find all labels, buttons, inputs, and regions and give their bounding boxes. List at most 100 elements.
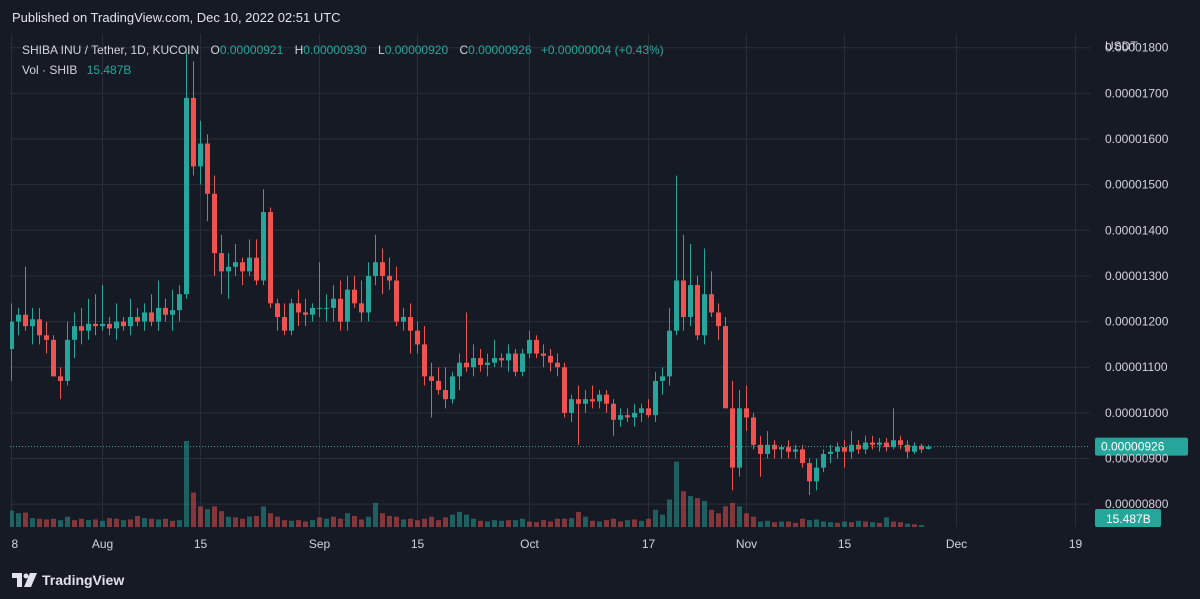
volume-bar bbox=[849, 522, 854, 527]
volume-bar bbox=[408, 518, 413, 527]
tradingview-logo[interactable]: TradingView bbox=[12, 572, 124, 588]
volume-bar bbox=[632, 519, 637, 527]
volume-bar bbox=[156, 519, 161, 527]
volume-bar bbox=[149, 518, 154, 527]
volume-bar bbox=[317, 517, 322, 527]
volume-bar bbox=[527, 521, 532, 527]
volume-bar bbox=[205, 509, 210, 527]
volume-bar bbox=[548, 521, 553, 527]
symbol-label[interactable]: SHIBA INU / Tether, 1D, KUCOIN bbox=[22, 43, 200, 57]
volume-bar bbox=[51, 518, 56, 527]
volume-bar bbox=[856, 520, 861, 527]
candle-body bbox=[310, 307, 315, 315]
volume-bar bbox=[219, 511, 224, 527]
candle-body bbox=[926, 446, 931, 449]
volume-bar bbox=[758, 521, 763, 527]
y-tick-label: 0.00001100 bbox=[1105, 360, 1168, 374]
x-tick-label: Sep bbox=[309, 537, 331, 551]
volume-bar bbox=[891, 521, 896, 527]
candle-body bbox=[296, 303, 301, 313]
chart-area[interactable]: 0.00000926 15.487B 0.00000800 0.00000900 0.… bbox=[10, 34, 1200, 559]
volume-bar bbox=[289, 520, 294, 527]
candle-body bbox=[898, 440, 903, 445]
open-label: O bbox=[210, 43, 220, 57]
last-price-label: 0.00000926 bbox=[1101, 440, 1165, 454]
volume-bar bbox=[534, 522, 539, 527]
candle-body bbox=[765, 444, 770, 454]
volume-bar bbox=[65, 516, 70, 527]
tradingview-logo-icon bbox=[12, 572, 37, 587]
candle-body bbox=[219, 253, 224, 272]
candle-body bbox=[590, 399, 595, 402]
candle-body bbox=[226, 266, 231, 272]
published-text: Published on TradingView.com, Dec 10, 20… bbox=[12, 9, 341, 25]
volume-bar bbox=[576, 511, 581, 527]
candle-body bbox=[513, 353, 518, 372]
volume-bar bbox=[177, 520, 182, 527]
volume-bar bbox=[107, 518, 112, 527]
volume-bar bbox=[877, 522, 882, 527]
candle-body bbox=[870, 442, 875, 445]
volume-bar bbox=[814, 519, 819, 527]
volume-bar bbox=[618, 521, 623, 527]
candle-body bbox=[849, 444, 854, 452]
candle-body bbox=[709, 294, 714, 313]
volume-label[interactable]: Vol · SHIB bbox=[22, 63, 78, 77]
candle-body bbox=[807, 463, 812, 482]
volume-bar bbox=[492, 520, 497, 527]
y-tick-label: 0.00000800 bbox=[1105, 497, 1169, 511]
volume-bar bbox=[387, 515, 392, 527]
volume-bar bbox=[919, 524, 924, 527]
volume-bar bbox=[240, 518, 245, 527]
candle-body bbox=[198, 143, 203, 167]
candle-body bbox=[275, 303, 280, 318]
candle-body bbox=[548, 355, 553, 363]
volume-bar bbox=[142, 518, 147, 527]
candle-body bbox=[44, 335, 49, 340]
candle-body bbox=[443, 390, 448, 400]
volume-bar bbox=[555, 518, 560, 527]
volume-bar bbox=[905, 523, 910, 527]
candle-body bbox=[646, 408, 651, 416]
volume-bar bbox=[786, 521, 791, 527]
legend-volume-row: Vol · SHIB 15.487B bbox=[22, 60, 664, 80]
volume-bar bbox=[499, 520, 504, 527]
volume-bar bbox=[128, 519, 133, 527]
volume-bar bbox=[296, 520, 301, 527]
candle-body bbox=[611, 403, 616, 420]
candle-body bbox=[289, 303, 294, 331]
candle-body bbox=[331, 298, 336, 308]
candle-body bbox=[261, 212, 266, 281]
candle-body bbox=[317, 307, 322, 309]
candle-body bbox=[541, 353, 546, 356]
candle-body bbox=[37, 319, 42, 336]
candle-body bbox=[436, 380, 441, 391]
y-tick-label: 0.00001200 bbox=[1105, 315, 1169, 329]
candle-body bbox=[919, 445, 924, 450]
volume-bar bbox=[779, 521, 784, 527]
candle-body bbox=[58, 376, 63, 381]
candle-body bbox=[156, 307, 161, 322]
candle-body bbox=[485, 362, 490, 365]
volume-bar bbox=[58, 520, 63, 527]
y-tick-label: 0.00001500 bbox=[1105, 178, 1169, 192]
volume-bar bbox=[10, 510, 14, 527]
volume-bar bbox=[23, 512, 28, 527]
volume-bar bbox=[44, 519, 49, 527]
volume-bar bbox=[37, 518, 42, 527]
volume-bar bbox=[751, 516, 756, 527]
candle-body bbox=[492, 358, 497, 363]
volume-bar bbox=[436, 520, 441, 527]
candle-body bbox=[632, 412, 637, 418]
candle-body bbox=[163, 307, 168, 315]
candle-body bbox=[177, 294, 182, 311]
candle-body bbox=[884, 442, 889, 448]
candle-body bbox=[695, 285, 700, 336]
candle-body bbox=[506, 353, 511, 361]
low-value: 0.00000920 bbox=[384, 43, 449, 57]
volume-bar bbox=[114, 518, 119, 527]
x-tick-label: 19 bbox=[1069, 537, 1083, 551]
y-axis-currency: USDT bbox=[1105, 39, 1138, 53]
volume-bar bbox=[513, 520, 518, 527]
